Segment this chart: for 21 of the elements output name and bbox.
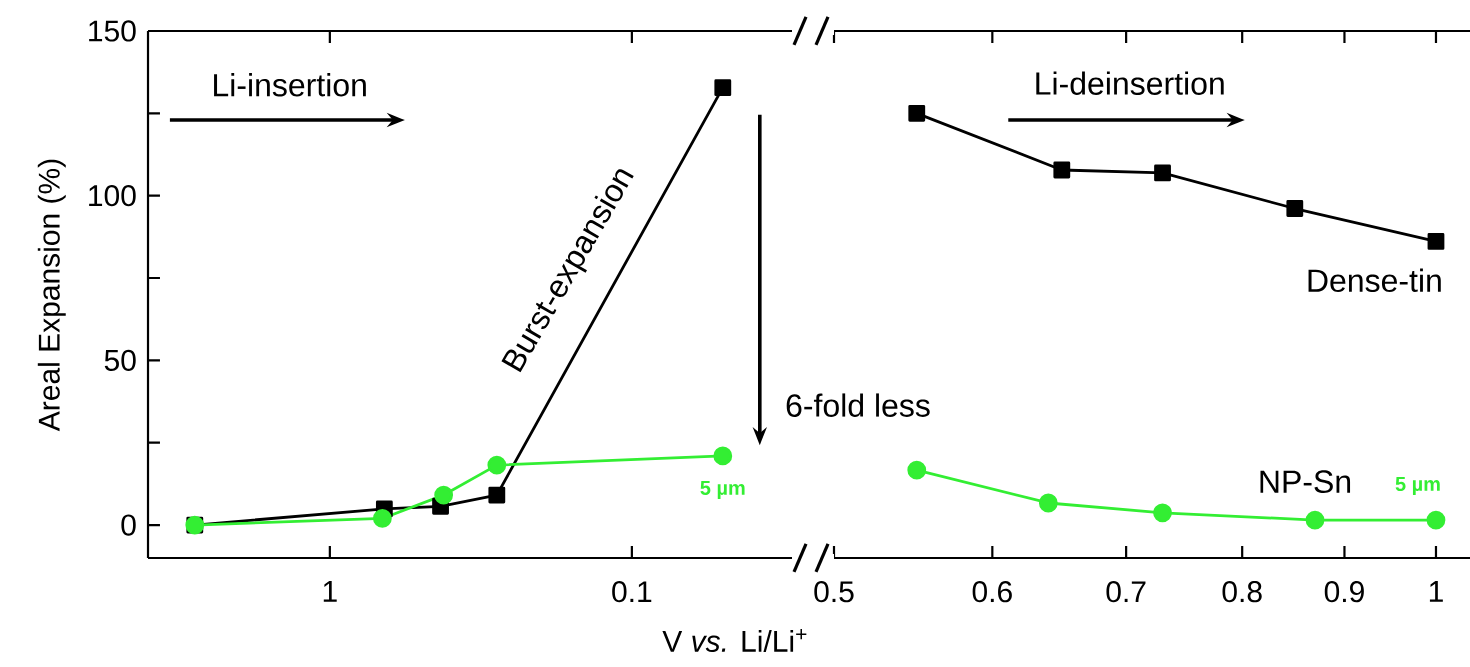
x-tick-label: 1 <box>1429 581 1443 602</box>
annotation: Li-deinsertion <box>1036 71 1224 95</box>
annotation: 6-fold less <box>786 393 930 417</box>
y-tick-label: 100 <box>89 185 136 207</box>
annotation: 5 µm <box>700 480 745 499</box>
annotation: 5 µm <box>1395 477 1440 496</box>
y-tick-label: 0 <box>121 514 136 536</box>
y-tick-label: 150 <box>89 20 136 42</box>
x-tick-label: 0.5 <box>814 581 854 603</box>
x-tick-label: 0.6 <box>972 581 1012 603</box>
x-tick-label: 0.7 <box>1106 581 1146 603</box>
y-axis-title: Areal Expansion (%) <box>37 159 66 432</box>
x-tick-label: 0.8 <box>1222 581 1262 603</box>
x-tick-label: 0.9 <box>1324 581 1364 603</box>
annotation: Li-insertion <box>214 73 366 97</box>
series-label: Dense-tin <box>1308 268 1441 293</box>
series-label: NP-Sn <box>1260 470 1351 494</box>
x-axis-title: V vs. Li/Li$^{+}$ <box>662 629 807 652</box>
x-tick-label: 0.1 <box>612 581 652 603</box>
y-tick-label: 50 <box>104 349 136 371</box>
x-tick-label: 1 <box>323 581 337 602</box>
